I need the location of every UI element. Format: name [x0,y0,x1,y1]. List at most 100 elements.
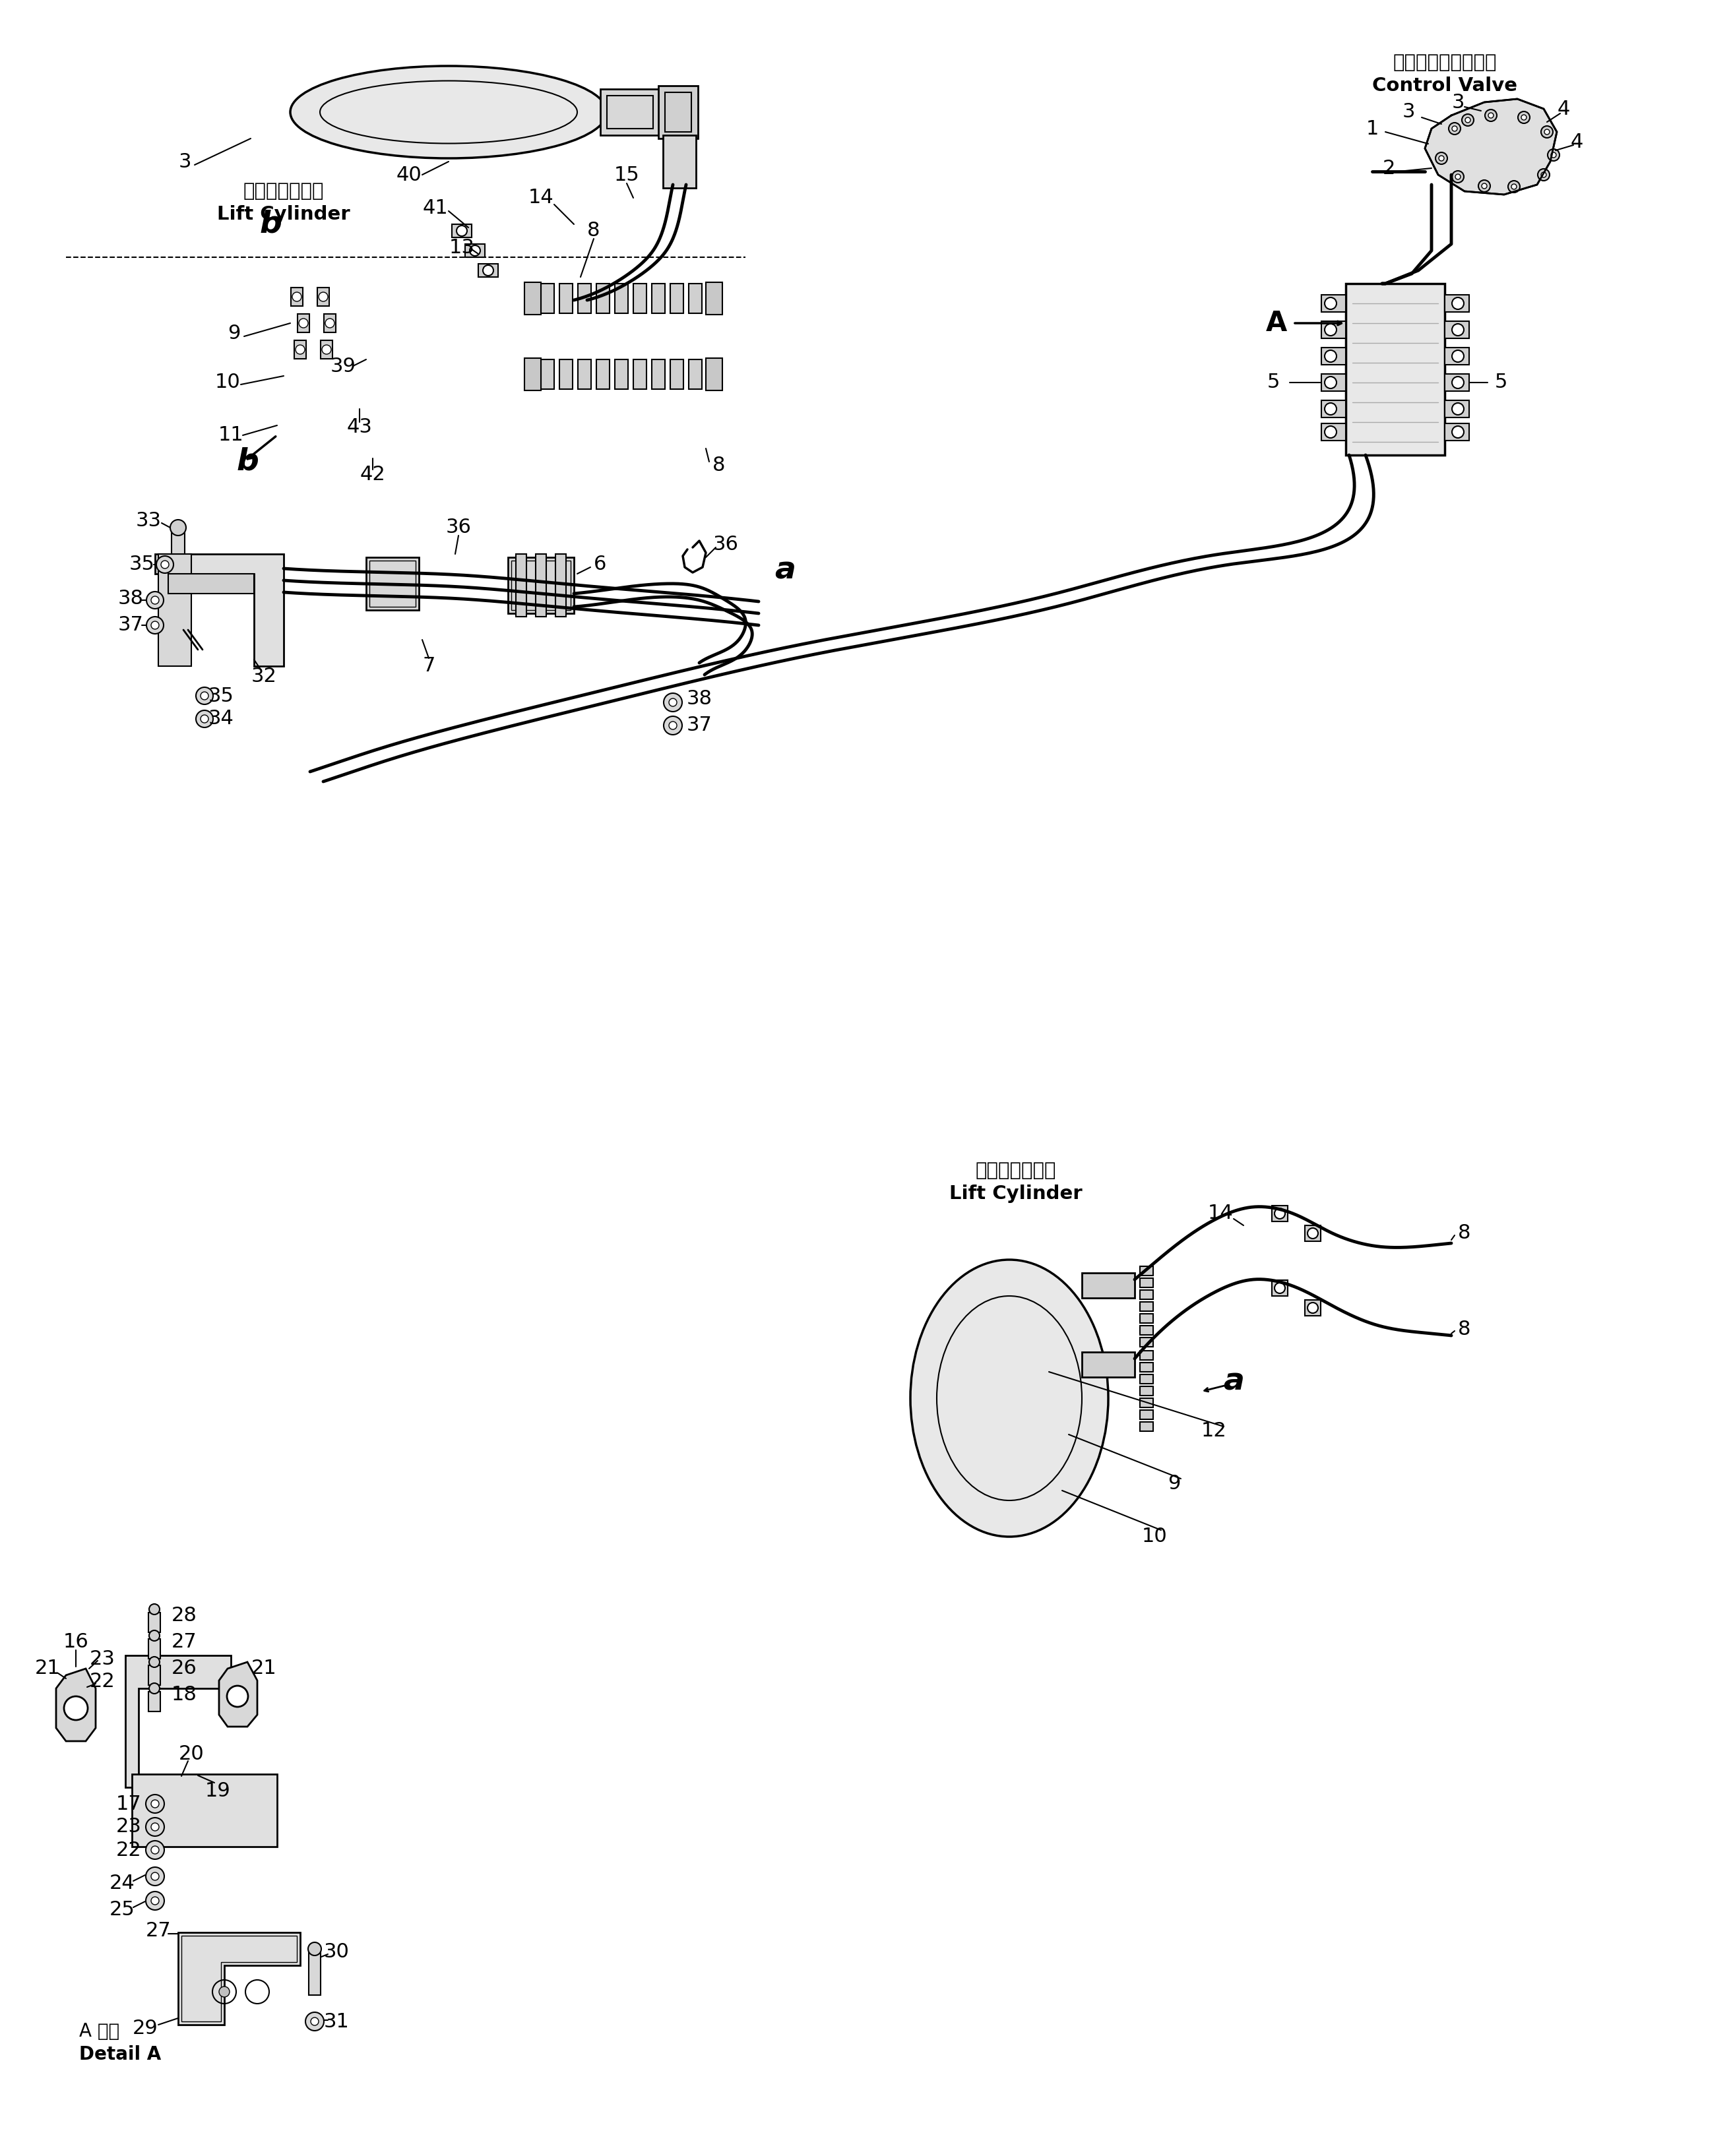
Text: A: A [1265,308,1288,336]
Circle shape [156,556,173,573]
Bar [324,315,336,332]
Bar [688,285,702,313]
Circle shape [669,699,678,707]
Circle shape [669,722,678,729]
Circle shape [319,293,328,302]
Text: 21: 21 [251,1660,277,1677]
Bar [1321,373,1347,390]
Bar [1140,1423,1152,1432]
Bar [1272,1205,1288,1222]
Bar [172,530,185,554]
Circle shape [456,226,468,237]
Bar [149,1692,161,1712]
Circle shape [64,1697,88,1720]
Text: 5: 5 [1494,373,1508,392]
Circle shape [1485,110,1497,121]
Text: 5: 5 [1267,373,1279,392]
Circle shape [484,265,494,276]
Circle shape [1518,112,1530,123]
Text: 22: 22 [116,1841,142,1858]
Text: 29: 29 [132,2018,158,2037]
Bar [158,554,191,666]
Circle shape [1478,181,1490,192]
Bar [149,1639,161,1658]
Circle shape [170,520,185,535]
Text: 14: 14 [529,188,555,207]
Text: a: a [1223,1367,1244,1397]
Circle shape [151,1800,159,1807]
Bar [705,282,723,315]
Ellipse shape [910,1259,1109,1537]
Circle shape [151,1897,159,1904]
Circle shape [149,1656,159,1667]
Circle shape [1452,427,1464,438]
Text: 17: 17 [116,1794,142,1813]
Circle shape [296,345,305,354]
Text: 2: 2 [1383,160,1395,177]
Bar [1140,1337,1152,1348]
Text: 38: 38 [118,589,144,608]
Bar [1140,1350,1152,1360]
Bar [478,263,497,276]
Text: b: b [236,446,258,476]
Polygon shape [178,1932,300,2024]
Circle shape [1551,153,1556,157]
Circle shape [326,319,334,328]
Bar [671,360,683,388]
Text: 24: 24 [109,1874,135,1893]
Text: 6: 6 [594,554,607,573]
Text: 41: 41 [423,198,449,218]
Bar [535,554,546,617]
Text: 31: 31 [324,2012,350,2031]
Circle shape [310,2018,319,2024]
Bar [600,88,660,136]
Text: 32: 32 [251,666,277,686]
Circle shape [201,716,208,722]
Polygon shape [132,1774,277,1848]
Text: 34: 34 [208,709,234,729]
Text: 10: 10 [215,373,241,392]
Bar [1140,1376,1152,1384]
Text: 22: 22 [90,1673,114,1690]
Circle shape [1541,172,1546,177]
Bar [317,287,329,306]
Bar [298,315,310,332]
Circle shape [201,692,208,701]
Circle shape [1274,1207,1286,1218]
Circle shape [1511,183,1516,190]
Circle shape [1307,1302,1319,1313]
Text: 10: 10 [1142,1526,1168,1546]
Text: 25: 25 [109,1899,135,1919]
Text: 37: 37 [118,617,144,634]
Circle shape [151,1871,159,1880]
Text: 39: 39 [331,356,355,375]
Bar [1081,1352,1135,1378]
Circle shape [322,345,331,354]
Text: 8: 8 [1457,1319,1471,1339]
Circle shape [1274,1283,1286,1294]
Text: 16: 16 [62,1632,88,1651]
Text: 26: 26 [172,1660,198,1677]
Bar [1305,1300,1321,1315]
Text: 27: 27 [146,1921,172,1940]
Text: 27: 27 [172,1632,198,1651]
Bar [1321,423,1347,440]
Bar [1272,1281,1288,1296]
Circle shape [1324,349,1336,362]
Circle shape [1452,403,1464,414]
Ellipse shape [289,67,607,157]
Bar [1445,347,1470,364]
Polygon shape [154,554,284,666]
Text: 11: 11 [218,425,244,444]
Text: 7: 7 [423,658,435,675]
Text: 1: 1 [1366,119,1378,138]
Bar [308,1951,321,1994]
Circle shape [1452,323,1464,336]
Bar [1321,347,1347,364]
Bar [1140,1326,1152,1335]
Bar [1321,321,1347,338]
Text: リフトシリンダ: リフトシリンダ [976,1162,1057,1179]
Bar [369,561,416,606]
Circle shape [1324,323,1336,336]
Bar [168,573,255,593]
